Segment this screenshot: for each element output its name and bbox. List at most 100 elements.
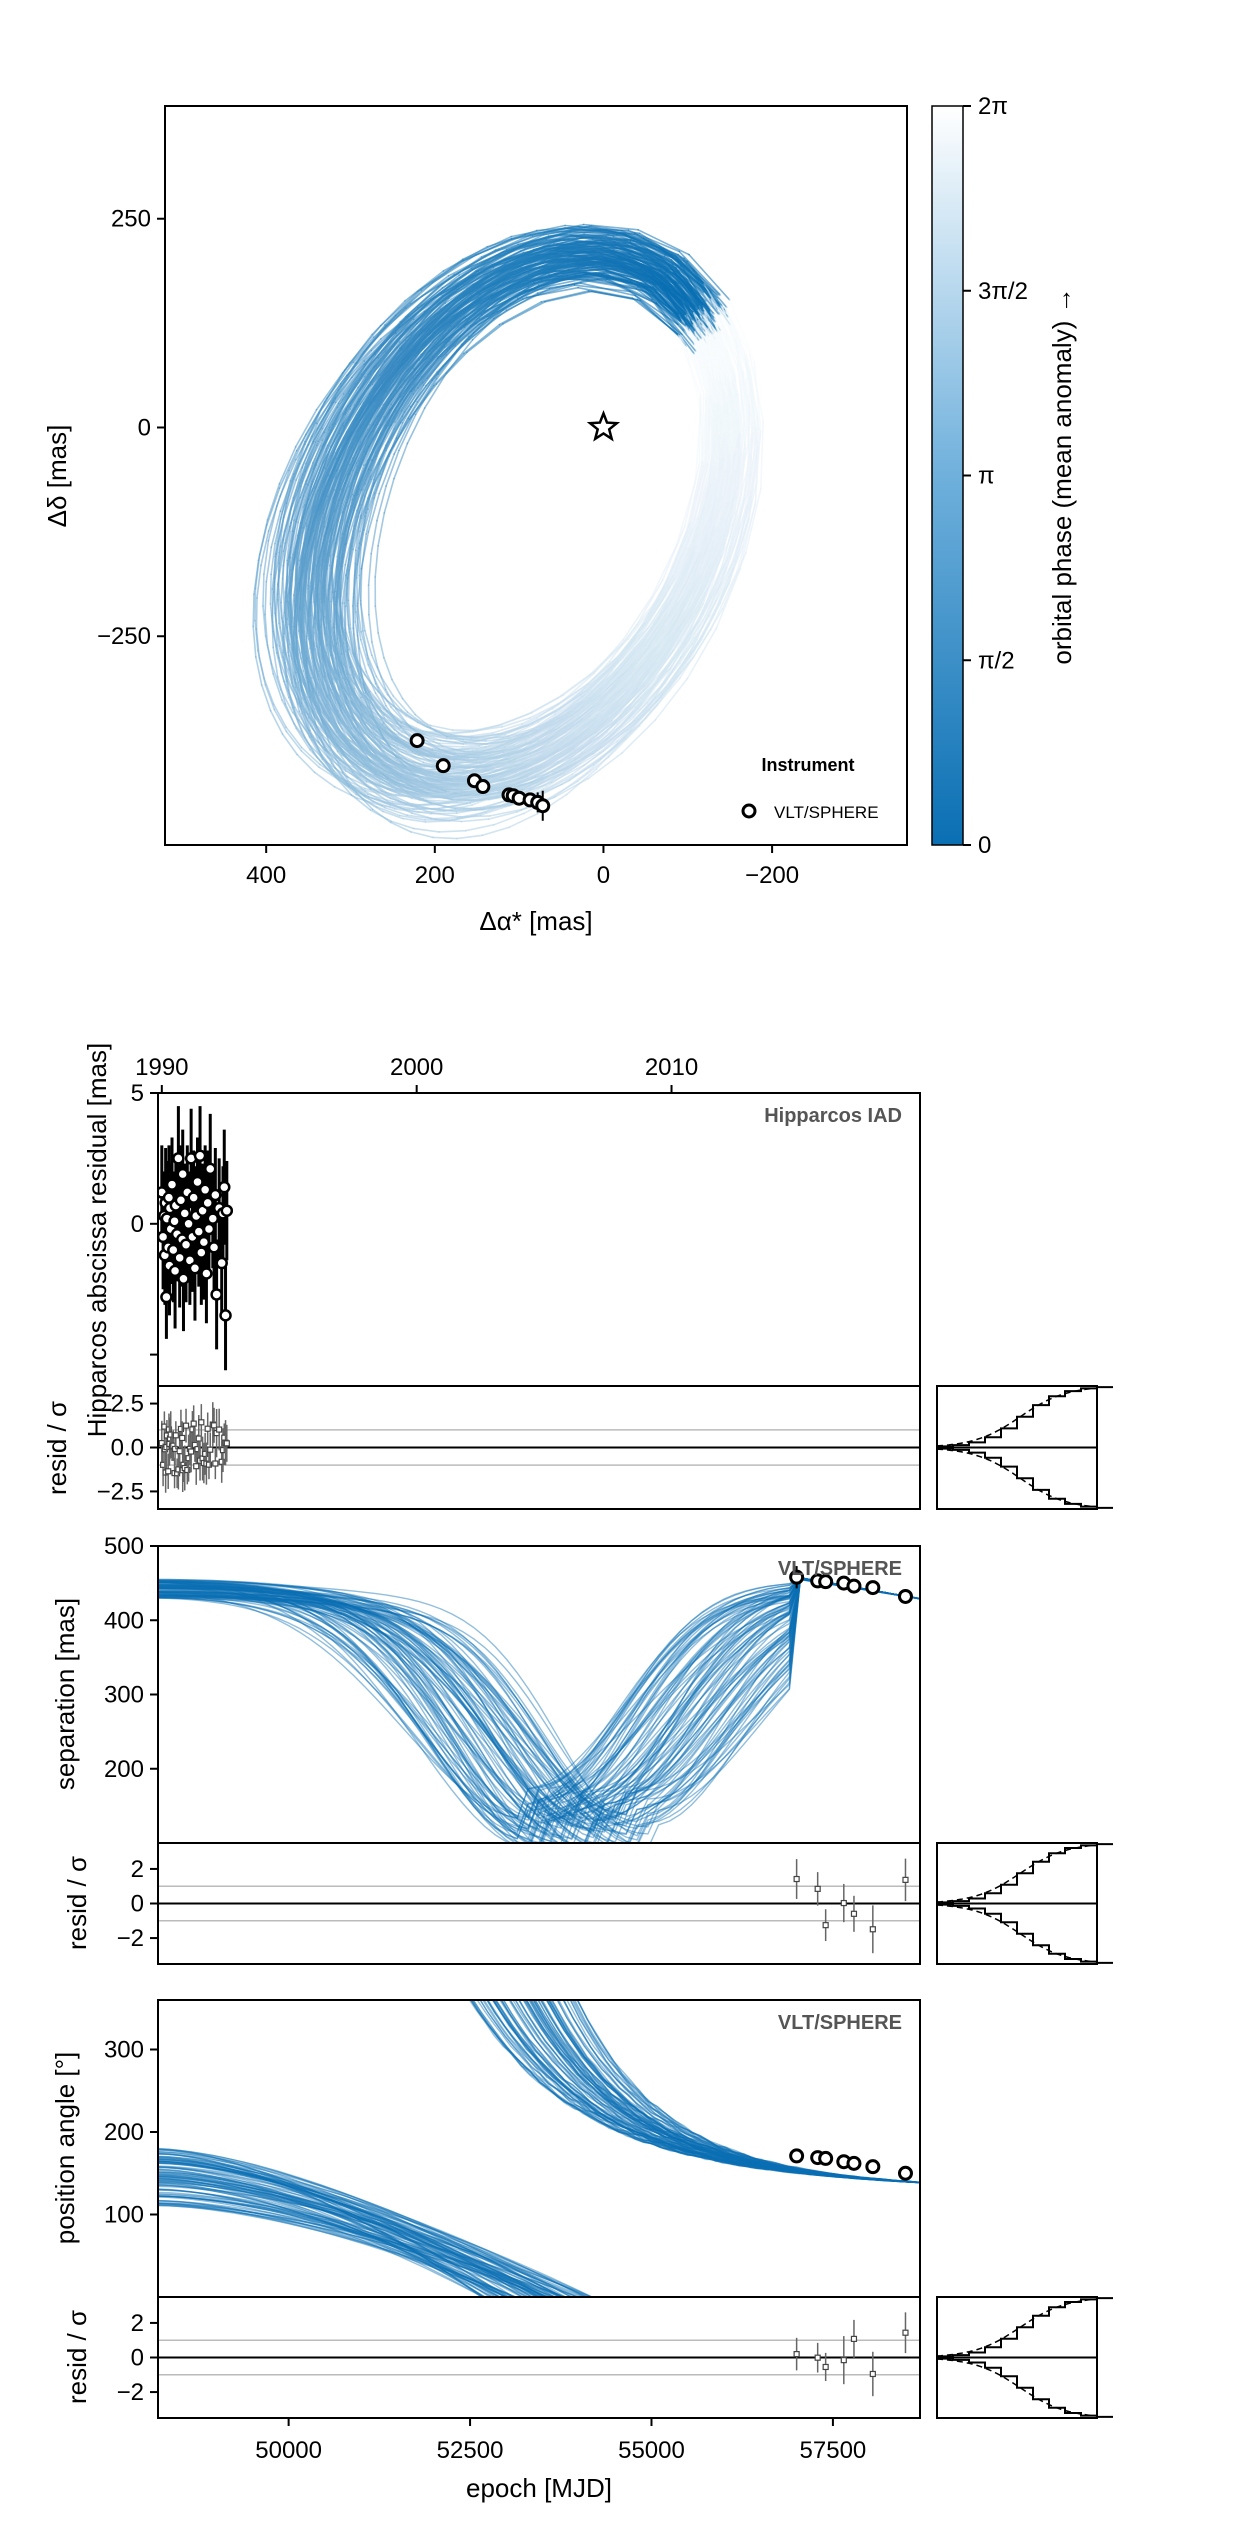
orbit-curve-segment <box>341 336 375 374</box>
orbit-curve-segment <box>666 280 700 322</box>
orbit-curve-segment <box>375 675 389 696</box>
orbit-curve-segment <box>401 697 417 716</box>
orbit-curve-segment <box>538 241 588 254</box>
orbit-curve-segment <box>576 731 612 764</box>
orbit-curve-segment <box>323 711 338 734</box>
orbit-curve-segment <box>324 749 346 769</box>
orbit-curve-segment <box>318 691 333 720</box>
orbit-curve-segment <box>264 684 276 711</box>
orbit-curve-segment <box>306 529 315 565</box>
orbit-curve-segment <box>315 372 344 411</box>
orbit-curve-segment <box>292 444 310 480</box>
orbit-curve-segment <box>348 648 360 673</box>
orbit-curve-segment <box>338 779 364 791</box>
orbit-curve-segment <box>380 676 395 697</box>
orbit-curve-segment <box>552 247 613 252</box>
orbit-curve-segment <box>454 807 483 811</box>
orbit-curve-segment <box>411 750 431 762</box>
orbit-curve-segment <box>693 332 710 397</box>
orbit-curve-segment <box>362 714 381 732</box>
orbit-curve-segment <box>568 230 625 235</box>
orbit-curve-segment <box>592 258 650 272</box>
orbit-curve-segment <box>434 747 457 755</box>
orbit-curve-segment <box>349 365 378 408</box>
orbit-curve-segment <box>273 708 288 733</box>
orbit-curve-segment <box>345 605 351 634</box>
orbit-curve-segment <box>279 508 292 548</box>
orbit-curve-segment <box>705 394 710 464</box>
orbit-curve-segment <box>363 765 381 780</box>
orbit-curve-segment <box>376 485 387 522</box>
orbit-curve-segment <box>255 655 263 686</box>
orbit-curve-segment <box>385 449 400 487</box>
orbit-curve-segment <box>410 779 436 786</box>
orbit-curve-segment <box>739 500 757 570</box>
orbit-curve-segment <box>588 678 629 720</box>
orbit-curve-segment <box>391 775 419 786</box>
orbit-curve-segment <box>312 401 337 443</box>
orbit-curve-segment <box>708 567 734 625</box>
orbit-curve-segment <box>439 739 465 745</box>
orbit-curve-segment <box>371 415 393 456</box>
orbit-curve-segment <box>283 632 286 664</box>
orbit-curve-segment <box>679 334 710 397</box>
orbit-curve-segment <box>617 638 647 673</box>
orbit-curve-segment <box>304 464 318 506</box>
orbit-curve-segment <box>391 800 421 806</box>
orbit-curve-segment <box>388 772 412 782</box>
orbit-curve-segment <box>321 498 334 535</box>
orbit-curve-segment <box>346 547 351 579</box>
orbit-curve-segment <box>278 622 285 652</box>
orbit-curve-segment <box>315 530 321 567</box>
orbit-curve-segment <box>698 395 701 465</box>
orbit-curve-segment <box>356 777 379 793</box>
orbit-curve-segment <box>379 709 403 725</box>
orbit-curve-segment <box>258 519 269 556</box>
orbit-curve-segment <box>353 655 363 680</box>
orbit-curve-segment <box>374 605 380 634</box>
orbit-curve-segment <box>554 772 588 798</box>
orbit-curve-segment <box>314 448 332 490</box>
orbit-curve-segment <box>643 576 670 624</box>
orbit-curve-segment <box>323 500 335 537</box>
orbit-curve-segment <box>466 323 504 354</box>
orbit-curve-segment <box>286 521 293 562</box>
orbit-curve-segment <box>370 519 378 555</box>
orbit-curve-segment <box>496 748 528 759</box>
orbit-curve-segment <box>328 499 340 543</box>
orbit-curve-segment <box>369 341 401 384</box>
orbit-curve-segment <box>300 750 320 769</box>
orbit-curve-segment <box>441 264 485 297</box>
orbit-curve-segment <box>734 338 751 407</box>
orbit-curve-segment <box>440 795 471 804</box>
orbit-curve-segment <box>364 450 379 486</box>
orbit-curve-segment <box>398 772 424 779</box>
orbit-curve-segment <box>313 450 328 489</box>
orbit-curve-segment <box>291 682 301 713</box>
orbit-curve-segment <box>321 734 343 756</box>
orbit-curve-segment <box>325 651 334 686</box>
orbit-curve-segment <box>289 557 293 594</box>
orbit-curve-segment <box>707 523 733 588</box>
orbit-curve-segment <box>294 714 306 739</box>
orbit-curve-segment <box>540 290 590 303</box>
orbit-curve-segment <box>730 452 746 525</box>
orbit-curve-segment <box>363 683 374 707</box>
orbit-curve-segment <box>372 449 388 485</box>
orbit-curve-segment <box>339 563 347 598</box>
orbit-curve-segment <box>372 451 391 487</box>
orbit-curve-segment <box>524 278 581 293</box>
orbit-curve-segment <box>414 322 451 358</box>
orbit-curve-segment <box>424 820 451 823</box>
orbit-curve-segment <box>636 298 680 337</box>
orbit-curve-segment <box>398 814 426 821</box>
orbit-curve-segment <box>337 634 345 666</box>
orbit-curve-segment <box>395 400 419 439</box>
orbit-curve-segment <box>271 581 276 617</box>
orbit-curve-segment <box>387 794 418 798</box>
orbit-curve-segment <box>364 629 373 657</box>
orbit-curve-segment <box>269 573 272 605</box>
orbit-curve-segment <box>307 638 318 671</box>
orbit-curve-segment <box>323 600 328 635</box>
